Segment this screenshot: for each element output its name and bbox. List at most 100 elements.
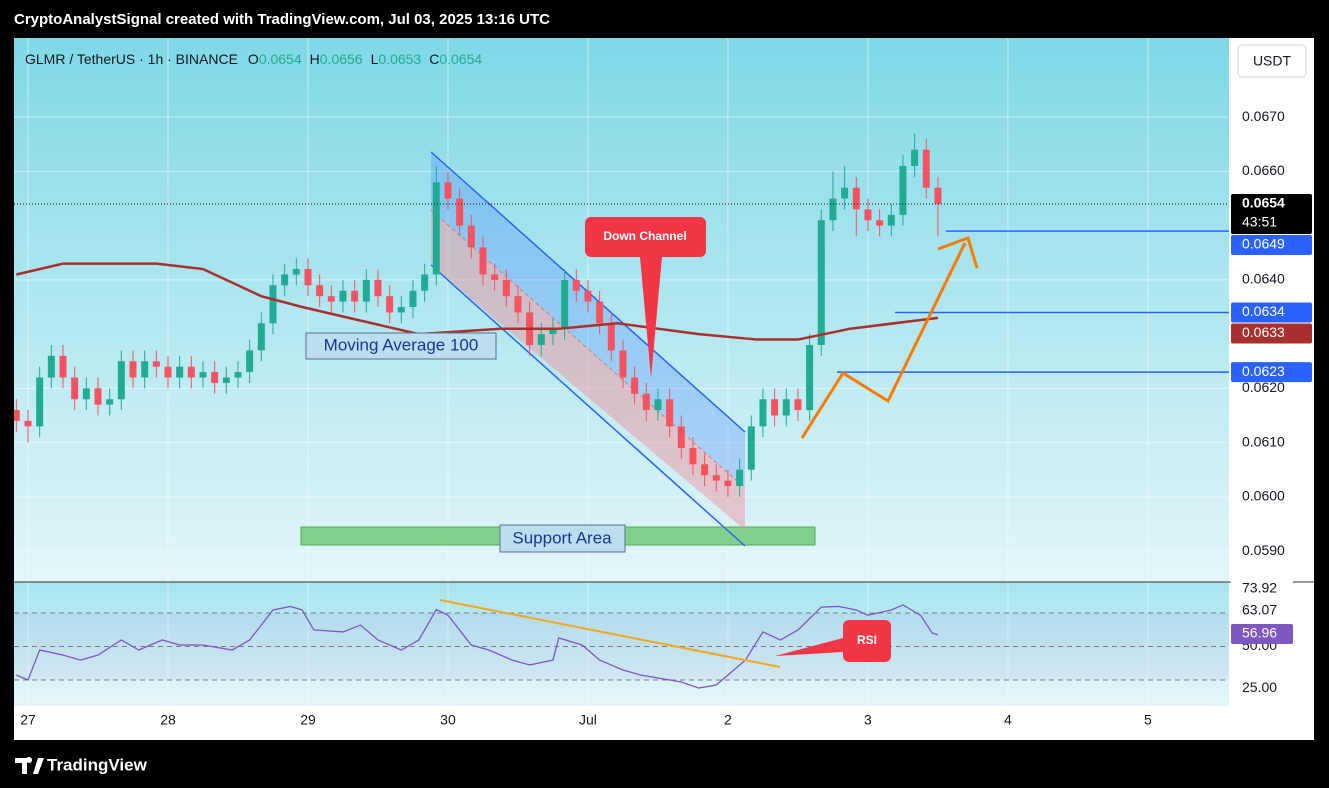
- x-tick-label: 4: [1004, 712, 1012, 728]
- rsi-tag-label: 56.96: [1242, 625, 1277, 641]
- rsi-pane: [14, 582, 1229, 706]
- x-tick-label: 5: [1144, 712, 1152, 728]
- candle-body: [47, 355, 55, 378]
- brand-logo: [15, 757, 44, 774]
- rsi-tag: [1231, 624, 1293, 644]
- rsi-tag: [1231, 579, 1293, 599]
- moving-average: [16, 262, 939, 341]
- rsi-trendline: [439, 599, 781, 668]
- axes: 27 28 29 30 Jul 2 3 4 50.06700.06600.06400.06200…: [20, 108, 1312, 728]
- candle-body: [549, 328, 557, 335]
- projection-arrow: [800, 242, 967, 439]
- ma-label: Moving Average 100: [324, 335, 479, 354]
- candle-body: [246, 350, 254, 373]
- candle-body: [141, 361, 149, 378]
- currency[interactable]: USDT: [1253, 53, 1292, 69]
- ohlc-key: L: [371, 51, 379, 67]
- y-tick-label: 0.0610: [1242, 433, 1285, 449]
- callout-text: RSI: [857, 633, 877, 647]
- candle-body: [176, 366, 184, 378]
- candle-body: [561, 279, 569, 329]
- candle-body: [642, 393, 650, 411]
- price-tag: [1231, 362, 1312, 383]
- candle-body: [712, 475, 720, 481]
- candle-body: [841, 187, 849, 199]
- symbol: GLMR / TetherUS · 1h · BINANCE: [25, 51, 238, 67]
- candle-body: [911, 149, 919, 166]
- candle-body: [689, 448, 697, 465]
- candle-body: [467, 225, 475, 248]
- candle-body: [409, 290, 417, 308]
- candle-body: [129, 361, 137, 378]
- candle-body: [327, 296, 335, 302]
- price-tag: [1231, 302, 1312, 323]
- price-tag: [1231, 323, 1312, 344]
- candle-body: [829, 198, 837, 221]
- currency-button[interactable]: [1237, 44, 1307, 78]
- channel-line: [430, 264, 746, 547]
- candle-body: [876, 220, 884, 226]
- price-tag-label: 0.0654: [1242, 195, 1285, 211]
- price-tag-label: 0.0634: [1242, 303, 1285, 319]
- candle-body: [759, 399, 767, 427]
- candle-body: [211, 372, 219, 383]
- candle-body: [619, 350, 627, 378]
- candle-body: [117, 361, 125, 400]
- x-tick-label: 29: [300, 712, 316, 728]
- candle-body: [817, 220, 825, 345]
- ma-label-box: [305, 332, 497, 360]
- candle-body: [106, 399, 114, 405]
- ohlc-value: 0.0654: [439, 51, 482, 67]
- candle-body: [934, 187, 942, 204]
- ohlc-value: 0.0656: [320, 51, 363, 67]
- y-tick-label: 0.0600: [1242, 488, 1285, 504]
- rsi-tag-label: 63.07: [1242, 602, 1277, 618]
- ohlc-key: C: [429, 51, 439, 67]
- callout-text: Down Channel: [603, 229, 686, 243]
- candle-body: [479, 247, 487, 275]
- candle-body: [701, 464, 709, 476]
- candle-body: [596, 301, 604, 324]
- header-title: CryptoAnalystSignal created with Trading…: [14, 11, 550, 28]
- candle-body: [456, 198, 464, 226]
- candle-body: [864, 209, 872, 221]
- ohlc-key: H: [310, 51, 320, 67]
- price-tag: [1231, 193, 1312, 234]
- candle-body: [71, 377, 79, 400]
- support-label-box: [499, 524, 626, 553]
- candle-body: [724, 480, 732, 486]
- candle-body: [444, 182, 452, 199]
- candle-body: [782, 399, 790, 416]
- ohlc-value: 0.0654: [259, 51, 302, 67]
- candle-body: [152, 361, 160, 367]
- candle-body: [187, 366, 195, 378]
- x-tick-label: 30: [440, 712, 456, 728]
- candle-body: [572, 279, 580, 291]
- candle-body: [36, 377, 44, 427]
- candle-body: [257, 323, 265, 351]
- candle-body: [584, 290, 592, 302]
- price-pane: [14, 38, 1229, 582]
- callout: [585, 217, 706, 378]
- candle-body: [199, 372, 207, 378]
- rsi-tag-label: 73.92: [1242, 580, 1277, 596]
- candle-body: [491, 274, 499, 280]
- y-tick-label: 0.0670: [1242, 108, 1285, 124]
- countdown: 43:51: [1242, 214, 1277, 230]
- candle-body: [386, 296, 394, 313]
- y-tick-label: 0.0620: [1242, 379, 1285, 395]
- candle-body: [747, 426, 755, 470]
- candle-body: [899, 166, 907, 215]
- price-tag-label: 0.0633: [1242, 324, 1285, 340]
- candle-body: [351, 290, 359, 302]
- candle-body: [281, 274, 289, 286]
- candle-body: [374, 279, 382, 297]
- candle-body: [304, 269, 312, 286]
- candle-body: [677, 426, 685, 449]
- x-tick-label: 2: [724, 712, 732, 728]
- candle-body: [421, 274, 429, 291]
- candle-body: [806, 344, 814, 411]
- y-tick-label: 0.0660: [1242, 162, 1285, 178]
- price-axis: [1229, 38, 1314, 740]
